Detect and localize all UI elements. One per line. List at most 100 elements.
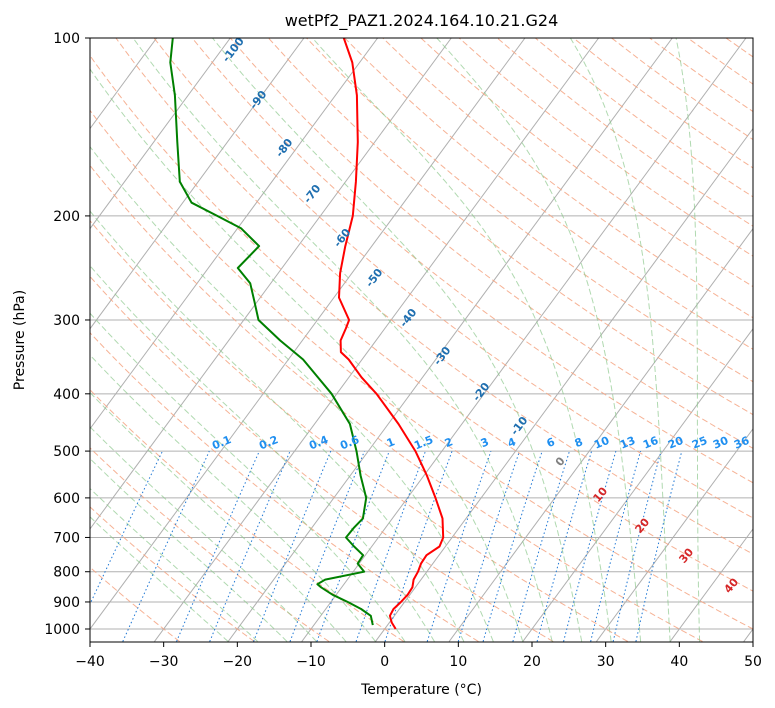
y-axis-label: Pressure (hPa) xyxy=(12,290,28,390)
x-axis-label: Temperature (°C) xyxy=(360,682,482,698)
mixing-ratio-line xyxy=(384,450,453,642)
mixing-ratio-label: 36 xyxy=(732,434,751,452)
y-tick-label: 700 xyxy=(53,530,80,546)
dry-adiabat-line xyxy=(90,109,753,630)
mixing-ratio-label: 4 xyxy=(506,435,518,450)
dry-adiabat-line xyxy=(611,38,753,141)
dry-adiabat-label: -50 xyxy=(363,266,386,290)
mixing-ratio-label: 0.2 xyxy=(257,433,280,452)
dry-adiabat-line xyxy=(687,38,753,85)
moist-adiabat-line xyxy=(436,38,642,642)
dry-adiabat-line xyxy=(420,38,753,288)
mixing-ratio-line xyxy=(563,450,617,642)
mixing-ratio-line xyxy=(90,450,163,606)
mixing-ratio-line xyxy=(316,450,390,642)
mixing-ratio-line xyxy=(289,450,365,642)
dry-adiabat-line xyxy=(268,38,753,416)
isotherm-line xyxy=(154,38,600,642)
mixing-ratio-label: 0.4 xyxy=(307,433,330,452)
isotherm-line xyxy=(227,38,673,642)
dry-adiabat-line xyxy=(90,54,753,592)
isotherm-line xyxy=(90,38,305,330)
moist-adiabat-line xyxy=(90,265,435,642)
moist-adiabat-label: 0 xyxy=(553,454,568,468)
x-tick-label: −10 xyxy=(296,654,326,670)
mixing-ratio-label: 3 xyxy=(479,435,491,450)
mixing-ratio-label: 8 xyxy=(573,435,585,450)
x-tick-label: 30 xyxy=(597,654,615,670)
x-axis: −40 −30 −20 −10 0 10 20 30 40 50 xyxy=(75,642,762,670)
moist-adiabat-line xyxy=(569,38,671,642)
inline-labels: -100-90-80-70-60-50-40-30-20-10010203040… xyxy=(210,35,751,596)
y-tick-label: 900 xyxy=(53,595,80,611)
mixing-ratio-label: 0.6 xyxy=(338,433,361,452)
moist-adiabat-label: 40 xyxy=(721,575,741,595)
y-tick-label: 600 xyxy=(53,491,80,507)
isotherm-line xyxy=(448,227,753,642)
plot-frame xyxy=(89,37,754,643)
dewpoint-profile-line xyxy=(169,38,374,626)
dry-adiabat-label: -20 xyxy=(470,380,493,404)
mixing-ratio-line xyxy=(590,450,642,642)
dry-adiabat-label: -10 xyxy=(508,414,531,438)
dry-adiabat-line xyxy=(344,38,753,350)
moist-adiabat-line xyxy=(90,145,494,642)
dry-adiabat-line xyxy=(90,164,703,642)
moist-adiabat-label: 10 xyxy=(590,484,610,504)
mixing-ratio-label: 16 xyxy=(641,434,660,452)
dry-adiabat-label: -30 xyxy=(431,344,454,368)
x-tick-label: 40 xyxy=(670,654,688,670)
mixing-ratio-line xyxy=(426,450,492,642)
dry-adiabat-label: -100 xyxy=(220,35,247,65)
x-tick-label: 10 xyxy=(449,654,467,670)
dry-adiabat-line xyxy=(90,389,404,642)
isotherm-line xyxy=(743,628,753,642)
dry-adiabat-line xyxy=(534,38,753,198)
y-axis: 100 200 300 400 500 600 700 800 900 1000 xyxy=(44,31,90,638)
isotherm-line xyxy=(90,38,231,230)
y-tick-label: 500 xyxy=(53,444,80,460)
mixing-ratio-line xyxy=(122,450,210,642)
moist-adiabat-line xyxy=(212,38,583,642)
y-tick-label: 200 xyxy=(53,209,80,225)
mixing-ratio-label: 30 xyxy=(711,434,730,452)
moist-adiabat-line xyxy=(90,312,406,642)
mixing-ratio-line xyxy=(355,450,426,642)
x-tick-label: 20 xyxy=(523,654,541,670)
y-tick-label: 400 xyxy=(53,387,80,403)
temperature-profile-line xyxy=(338,38,445,630)
dry-adiabat-label: -40 xyxy=(397,306,420,330)
dry-adiabat-line xyxy=(649,38,753,113)
dry-adiabat-line xyxy=(496,38,753,227)
isotherm-line xyxy=(522,327,753,642)
isotherm-line xyxy=(90,38,526,630)
mixing-ratio-label: 13 xyxy=(618,434,637,452)
background-lines xyxy=(0,38,775,642)
plot-area: -100-90-80-70-60-50-40-30-20-10010203040… xyxy=(0,35,775,642)
dry-adiabat-line xyxy=(725,38,753,58)
mixing-ratio-line xyxy=(635,450,683,642)
mixing-ratio-line xyxy=(512,450,570,642)
x-tick-label: −40 xyxy=(75,654,105,670)
mixing-ratio-label: 0.1 xyxy=(210,433,233,452)
isotherm-line xyxy=(0,38,9,642)
dry-adiabat-label: -90 xyxy=(247,88,270,112)
dry-adiabat-line xyxy=(458,38,753,257)
mixing-ratio-label: 1 xyxy=(385,435,397,450)
isotherm-line xyxy=(669,528,753,642)
isotherm-line xyxy=(375,127,753,642)
y-tick-label: 800 xyxy=(53,565,80,581)
mixing-ratio-label: 20 xyxy=(666,434,685,452)
moist-adiabat-line xyxy=(90,457,288,642)
moist-adiabat-label: 20 xyxy=(632,515,652,535)
dry-adiabat-label: -70 xyxy=(301,182,324,206)
moist-adiabat-line xyxy=(90,210,465,642)
dry-adiabat-line xyxy=(153,38,753,519)
moist-adiabat-line xyxy=(132,38,553,642)
dry-adiabat-line xyxy=(764,38,775,642)
mixing-ratio-label: 10 xyxy=(592,434,611,452)
moist-adiabat-line xyxy=(675,38,701,642)
y-tick-label: 1000 xyxy=(44,622,80,638)
mixing-ratio-line xyxy=(612,450,662,642)
